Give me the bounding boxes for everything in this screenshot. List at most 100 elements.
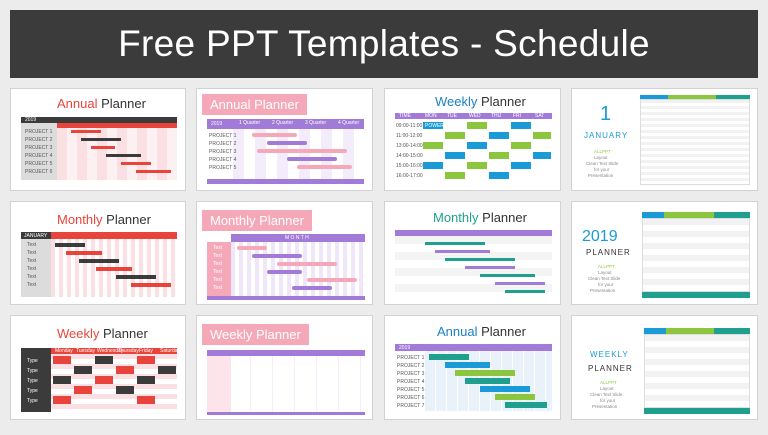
desc-line: for your (600, 398, 616, 403)
gantt-bar (277, 262, 337, 266)
brand-label: ALLPPT (598, 264, 615, 269)
gantt-bar (131, 283, 171, 287)
table-header (666, 328, 714, 334)
gantt-bar (505, 402, 547, 408)
gantt-bar (267, 270, 302, 274)
gantt-bar (480, 386, 530, 392)
quarter-label: 2 Quarter (272, 120, 294, 126)
schedule-cell (116, 386, 134, 394)
time-label: 14:00-15:00 (396, 153, 423, 159)
schedule-cell (137, 356, 155, 364)
slide-title: Weekly Planner (57, 326, 148, 341)
month-header (21, 232, 177, 239)
row-labels (207, 242, 231, 296)
row-label: Text (213, 285, 223, 291)
template-thumbnail-annual-planner-red[interactable]: Annual Planner 2019 PROJECT 1 PROJECT 2 … (10, 88, 186, 191)
gantt-bar (55, 243, 85, 247)
schedule-cell (423, 122, 443, 129)
gantt-bar (257, 149, 347, 153)
schedule-cell (489, 152, 509, 159)
month-label: JANUARY (584, 131, 629, 140)
schedule-cell (467, 162, 487, 169)
row-labels (207, 356, 231, 412)
month-header (395, 230, 552, 236)
gantt-bar (455, 370, 515, 376)
row-labels (21, 239, 51, 297)
schedule-cell (445, 152, 465, 159)
schedule-cell (158, 366, 176, 374)
gantt-bar (116, 275, 156, 279)
template-thumbnail-monthly-planner-red[interactable]: Monthly Planner JANUARY Text Text Text T… (10, 201, 186, 305)
desc-line: Presentation (590, 288, 616, 293)
schedule-cell (137, 376, 155, 384)
schedule-cell (74, 366, 92, 374)
gantt-bar (445, 362, 490, 368)
table-header (642, 212, 664, 218)
desc-line: for your (594, 167, 610, 172)
template-thumbnail-january-calendar[interactable]: 1 JANUARY ALLPPT Layout Clean Text Slide… (571, 88, 758, 191)
gantt-bar (136, 170, 171, 173)
gantt-bar (465, 266, 515, 269)
day-label: SAT (535, 113, 545, 119)
template-thumbnail-monthly-planner-pink[interactable]: Monthly Planner M O N T H Text Text Text… (196, 201, 373, 305)
schedule-cell (489, 132, 509, 139)
template-thumbnail-weekly-planner-pink[interactable]: Weekly Planner (196, 315, 373, 420)
row-label: Type (27, 398, 38, 404)
table-body (644, 334, 750, 408)
gantt-bar (91, 146, 115, 149)
gantt-bar (435, 250, 490, 253)
row-label: PROJECT 5 (25, 161, 53, 167)
gantt-bar (252, 133, 297, 137)
template-thumbnail-weekly-planner-table[interactable]: WEEKLY PLANNER ALLPPT Layout Clean Text … (571, 315, 758, 420)
footer-bar (207, 179, 364, 184)
schedule-cell (489, 172, 509, 179)
schedule-cell (53, 356, 71, 364)
template-thumbnail-2019-planner[interactable]: 2019 PLANNER ALLPPT Layout Clean Text Sl… (571, 201, 758, 305)
row-label: PROJECT 5 (397, 387, 425, 393)
day-label: Saturday (160, 348, 181, 354)
gantt-bar (292, 286, 332, 290)
table-header (668, 95, 716, 99)
day-header (51, 348, 177, 354)
day-label: Wednesday (97, 348, 124, 354)
day-label: FRI (513, 113, 522, 119)
slide-title: Weekly Planner (202, 324, 309, 345)
time-label: 13:00-14:00 (396, 143, 423, 149)
table-header (714, 328, 750, 334)
slide-title: Monthly Planner (57, 212, 151, 227)
row-label: PROJECT 2 (25, 137, 53, 143)
year-label: 2019 (582, 228, 618, 245)
schedule-cell (423, 162, 443, 169)
table-body (640, 99, 750, 185)
template-thumbnail-monthly-planner-teal[interactable]: Monthly Planner (384, 201, 561, 305)
footer-bar (207, 296, 365, 300)
template-thumbnail-weekly-planner-colorful[interactable]: Weekly Planner TIME MON TUE WED THU FRI … (384, 88, 561, 191)
desc-line: Clean Text Slide (586, 161, 619, 166)
template-thumbnail-annual-planner-pink[interactable]: Annual Planner 2019 1 Quarter 2 Quarter … (196, 88, 373, 191)
gantt-bar (96, 267, 132, 271)
slide-title: Monthly Planner (202, 210, 312, 231)
year-label: 2019 (25, 117, 37, 123)
schedule-cell (423, 142, 443, 149)
schedule-cell (511, 122, 531, 129)
row-label: PROJECT 6 (25, 169, 53, 175)
template-thumbnail-weekly-planner-red[interactable]: Weekly Planner Monday Tuesday Wednesday … (10, 315, 186, 420)
planner-label: PLANNER (588, 364, 633, 373)
table-footer (642, 292, 750, 298)
row-label: PROJECT 1 (397, 355, 425, 361)
row-label: Type (27, 378, 38, 384)
schedule-cell (533, 132, 551, 139)
schedule-cell (137, 396, 155, 404)
row-label: Text (27, 250, 37, 256)
gantt-bar (505, 290, 545, 293)
template-thumbnail-annual-planner-blue[interactable]: Annual Planner 2019 PROJECT 1 PROJECT 2 … (384, 315, 561, 420)
table-body (642, 218, 750, 292)
row-label: Text (213, 261, 223, 267)
day-number: 1 (600, 103, 612, 125)
time-label: 15:00-16:00 (396, 163, 423, 169)
gantt-bar (465, 378, 510, 384)
row-label: Type (27, 358, 38, 364)
grid-area (51, 354, 177, 412)
desc-line: Layout (600, 386, 614, 391)
slide-title: Annual Planner (57, 96, 146, 111)
